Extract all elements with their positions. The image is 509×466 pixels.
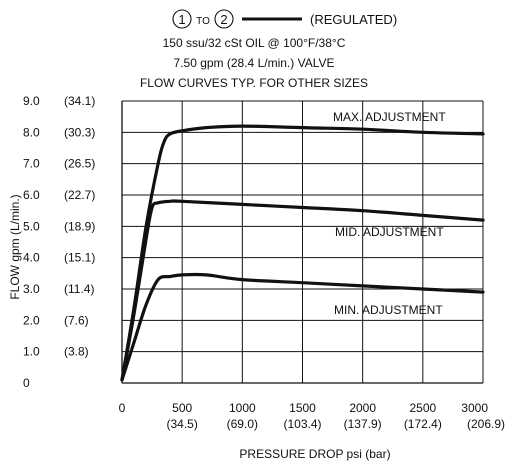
legend-port-to: 2	[220, 12, 227, 27]
x-axis-title: PRESSURE DROP psi (bar)	[239, 447, 390, 461]
x-tick-label: 500	[172, 401, 192, 415]
axes	[121, 101, 483, 384]
y-tick-label: 6.0	[23, 188, 40, 202]
y-tick-labels: 0 1.0 (3.8) 2.0 (7.6) 3.0 (11.4) 4.0 (15.1) 5.0 (1…	[23, 94, 95, 390]
y-tick-sublabel: (7.6)	[64, 313, 89, 327]
x-tick-label: 2500	[409, 401, 436, 415]
y-tick-label: 7.0	[23, 157, 40, 171]
legend-connector: TO	[196, 16, 210, 27]
y-tick-label: 0	[23, 376, 30, 390]
y-tick-label: 8.0	[23, 125, 40, 139]
x-tick-label: 0	[119, 401, 126, 415]
y-tick-label: 4.0	[23, 251, 40, 265]
legend-label: (REGULATED)	[310, 12, 397, 27]
x-tick-labels: 0 500 (34.5) 1000 (69.0) 1500 (103.4) 2000 (137.…	[119, 401, 505, 431]
title-line-1: 150 ssu/32 cSt OIL @ 100°F/38°C	[163, 36, 346, 50]
x-tick-label: 1000	[229, 401, 256, 415]
series-max-adjustment-line	[120, 124, 485, 382]
x-tick-sublabel: (137.9)	[344, 417, 382, 431]
series-label-max: MAX. ADJUSTMENT	[333, 110, 446, 124]
x-tick-sublabel: (103.4)	[283, 417, 321, 431]
legend-port-from-circle	[172, 9, 192, 29]
y-tick-sublabel: (26.5)	[64, 157, 95, 171]
y-tick-label: 5.0	[23, 219, 40, 233]
y-tick-label: 9.0	[23, 94, 40, 108]
y-tick-sublabel: (11.4)	[64, 282, 94, 296]
x-tick-sublabel: (206.9)	[467, 417, 505, 431]
legend: 1 TO 2 (REGULATED)	[172, 9, 397, 29]
x-tick-sublabel: (172.4)	[404, 417, 442, 431]
y-tick-sublabel: (3.8)	[64, 345, 89, 359]
y-tick-sublabel: (34.1)	[64, 94, 95, 108]
x-tick-label: 2000	[349, 401, 376, 415]
gridlines	[122, 100, 484, 383]
x-tick-sublabel: (69.0)	[227, 417, 258, 431]
y-tick-sublabel: (30.3)	[64, 125, 95, 139]
x-tick-sublabel: (34.5)	[166, 417, 197, 431]
y-tick-label: 1.0	[23, 345, 40, 359]
legend-port-from: 1	[178, 12, 185, 27]
series-label-min: MIN. ADJUSTMENT	[334, 303, 443, 317]
series-label-mid: MID. ADJUSTMENT	[335, 225, 444, 239]
series-mid-adjustment-line	[120, 199, 485, 382]
y-tick-label: 2.0	[23, 313, 40, 327]
title-line-3: FLOW CURVES TYP. FOR OTHER SIZES	[140, 76, 368, 90]
y-tick-sublabel: (22.7)	[64, 188, 95, 202]
y-axis-title: FLOW gpm (L/min.)	[8, 194, 22, 299]
y-tick-sublabel: (18.9)	[64, 219, 95, 233]
y-tick-label: 3.0	[23, 282, 40, 296]
legend-port-to-circle	[214, 9, 234, 29]
title-line-2: 7.50 gpm (28.4 L/min.) VALVE	[174, 56, 335, 70]
series-lines	[120, 124, 485, 382]
series-min-adjustment-line	[120, 272, 485, 382]
x-tick-label: 1500	[289, 401, 316, 415]
x-tick-label: 3000	[461, 401, 488, 415]
y-tick-sublabel: (15.1)	[64, 251, 95, 265]
